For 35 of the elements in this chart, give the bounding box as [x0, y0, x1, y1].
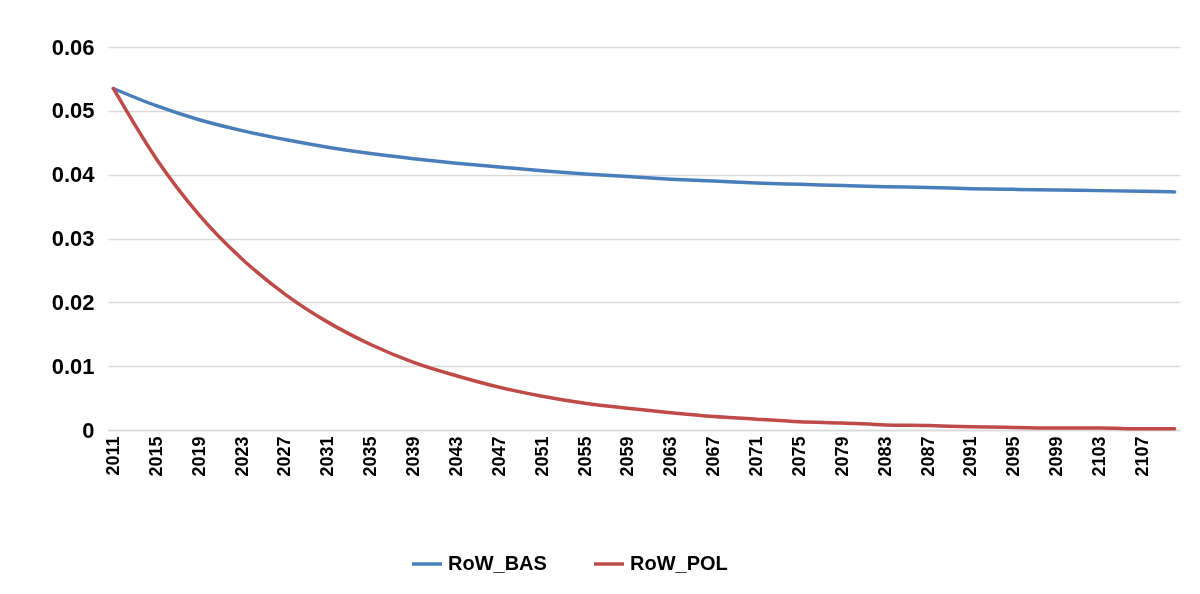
y-tick-label: 0.05 — [51, 98, 95, 124]
y-tick-label: 0.03 — [51, 226, 95, 251]
x-tick-label: 2019 — [188, 436, 209, 477]
x-tick-label: 2047 — [488, 436, 509, 477]
line-series — [111, 86, 1177, 431]
x-tick-label: 2023 — [231, 436, 252, 477]
x-tick-label: 2071 — [746, 436, 767, 477]
x-tick-label: 2011 — [102, 436, 123, 476]
x-tick-label: 2091 — [960, 436, 981, 477]
x-tick-label: 2095 — [1003, 436, 1024, 477]
x-tick-label: 2067 — [703, 436, 724, 477]
y-tick-label: 0 — [82, 417, 95, 443]
x-tick-label: 2043 — [445, 436, 466, 477]
x-tick-label: 2039 — [403, 436, 424, 477]
y-tick-label: 0.04 — [51, 162, 96, 188]
x-tick-label: 2015 — [145, 436, 166, 477]
y-tick-label: 0.02 — [51, 289, 95, 315]
y-tick-label: 0.01 — [51, 353, 95, 379]
x-tick-label: 2027 — [274, 436, 295, 477]
legend-label: RoW_BAS — [448, 552, 547, 574]
x-tick-label: 2051 — [531, 436, 552, 477]
y-tick-label: 0.06 — [51, 34, 95, 60]
legend-label: RoW_POL — [630, 552, 728, 574]
x-tick-label: 2059 — [617, 436, 638, 477]
x-tick-label: 2087 — [917, 436, 938, 477]
x-tick-label: 2103 — [1089, 436, 1110, 477]
x-tick-label: 2063 — [660, 436, 681, 477]
x-tick-label: 2083 — [874, 436, 895, 477]
x-tick-label: 2075 — [788, 436, 809, 477]
x-tick-label: 2079 — [831, 436, 852, 477]
x-tick-label: 2055 — [574, 436, 595, 477]
x-tick-label: 2107 — [1131, 436, 1152, 477]
x-tick-label: 2099 — [1046, 436, 1067, 477]
x-tick-label: 2035 — [360, 436, 381, 477]
x-tick-label: 2031 — [317, 436, 338, 477]
